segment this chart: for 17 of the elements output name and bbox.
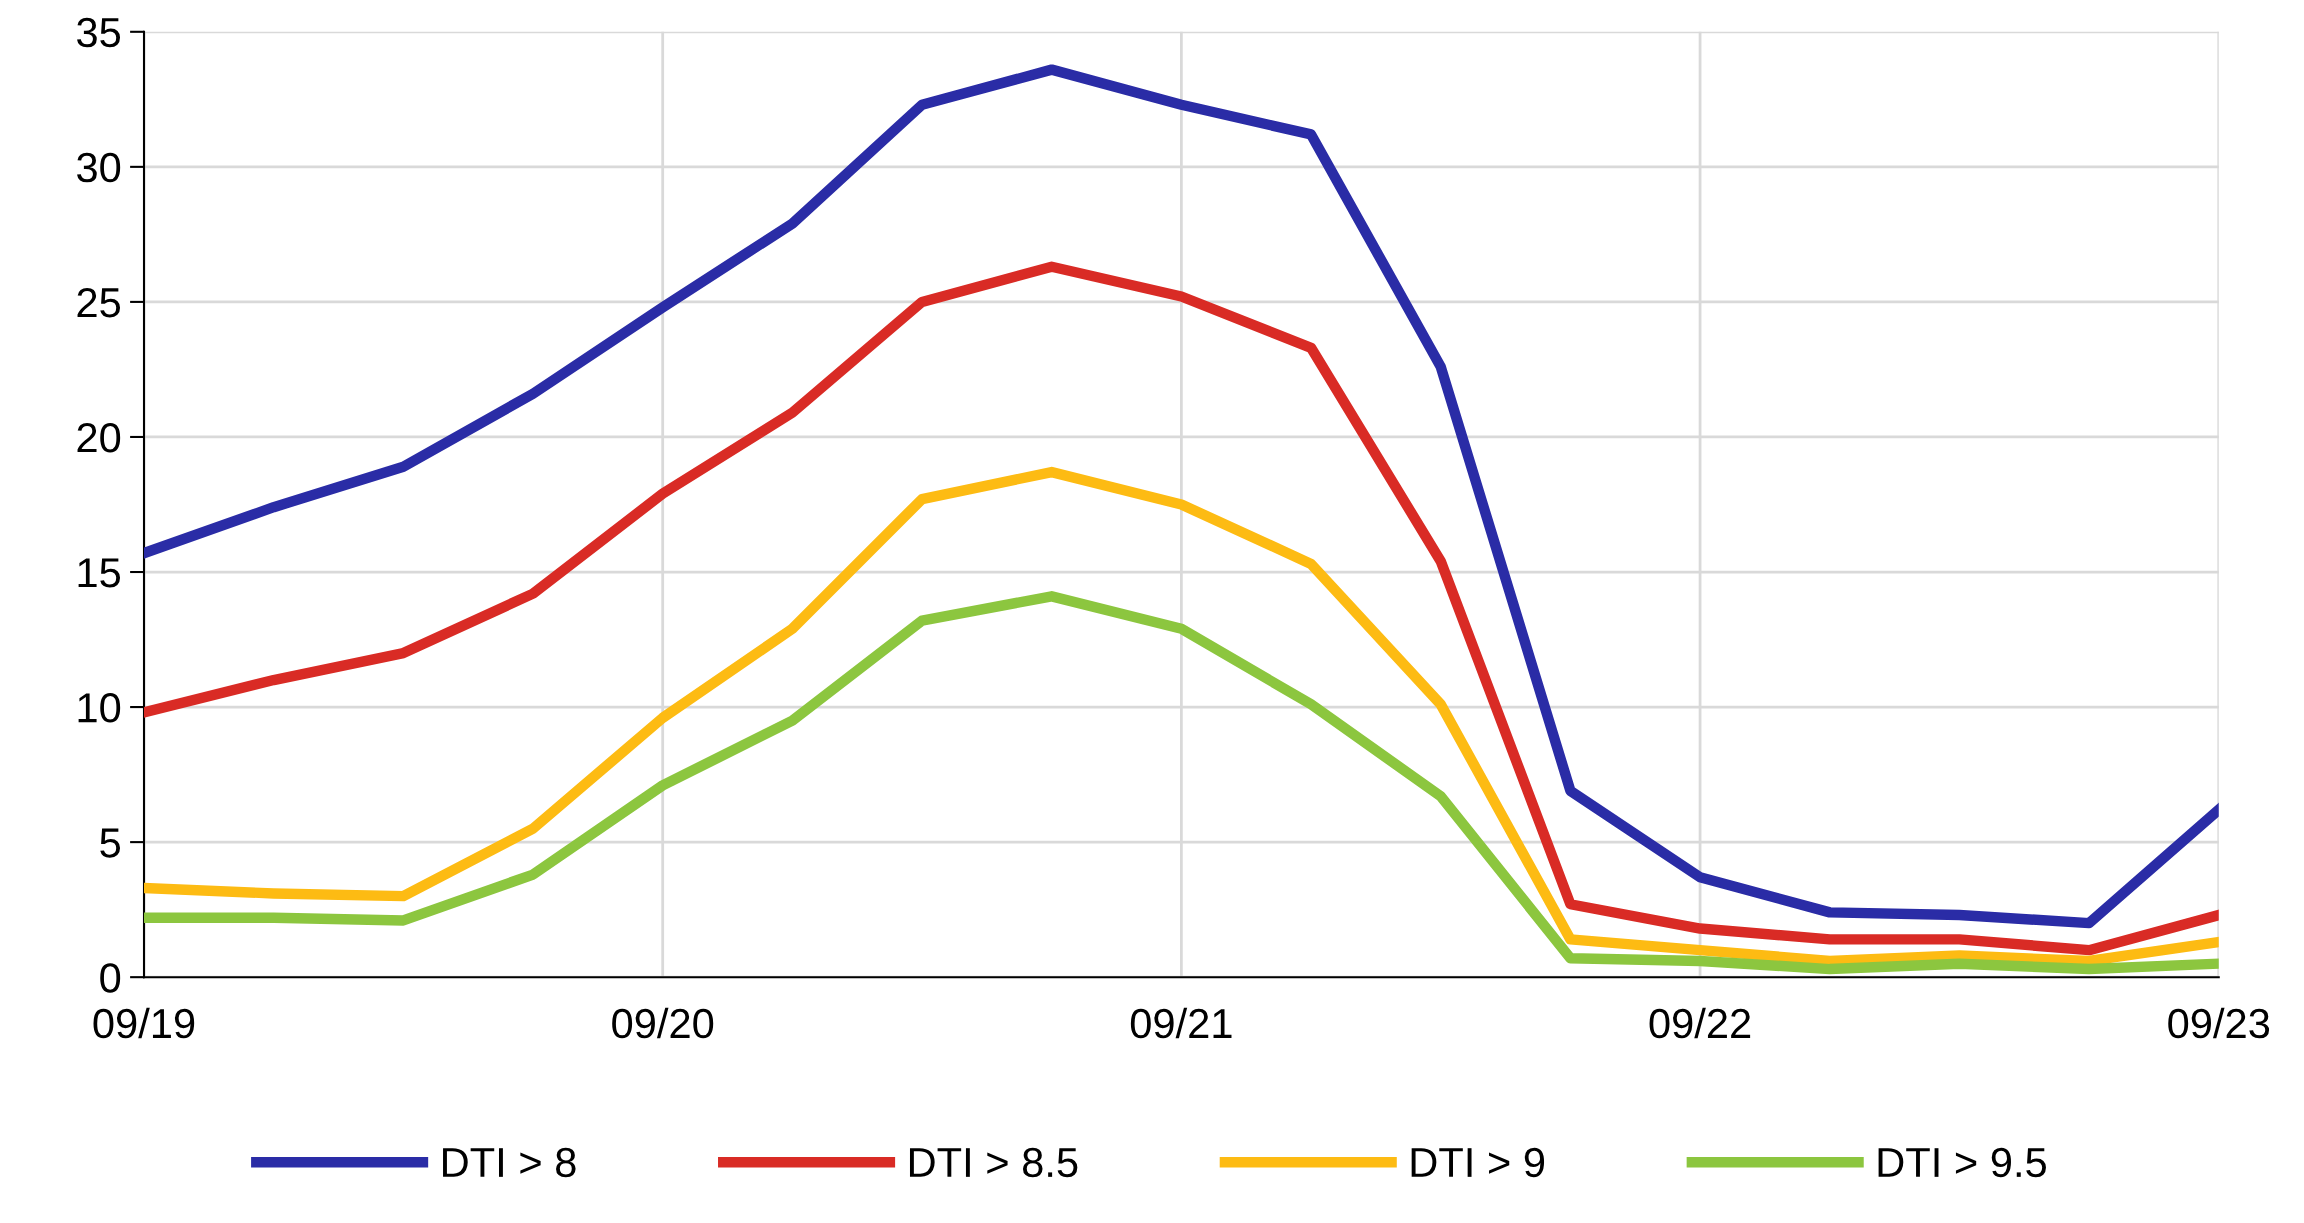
- x-tick-label: 09/21: [1130, 1007, 1232, 1039]
- y-tick-label: 5: [100, 828, 121, 858]
- legend-label: DTI > 9: [1411, 1147, 1545, 1178]
- x-tick-label: 09/23: [2168, 1007, 2270, 1039]
- y-tick-label: 15: [78, 558, 121, 588]
- x-tick-label: 09/20: [612, 1007, 714, 1039]
- y-tick-label: 20: [77, 422, 121, 453]
- y-tick-label: 30: [77, 152, 121, 183]
- legend-label: DTI > 9.5: [1878, 1147, 2046, 1178]
- legend-label: DTI > 8.5: [909, 1147, 1078, 1178]
- y-tick-label: 35: [77, 17, 121, 48]
- x-tick-label: 09/22: [1649, 1007, 1751, 1039]
- y-tick-label: 10: [78, 693, 121, 723]
- x-tick-label: 09/19: [93, 1007, 195, 1039]
- y-tick-label: 25: [77, 287, 121, 318]
- y-tick-label: 0: [100, 963, 121, 993]
- legend-label: DTI > 8: [443, 1147, 576, 1178]
